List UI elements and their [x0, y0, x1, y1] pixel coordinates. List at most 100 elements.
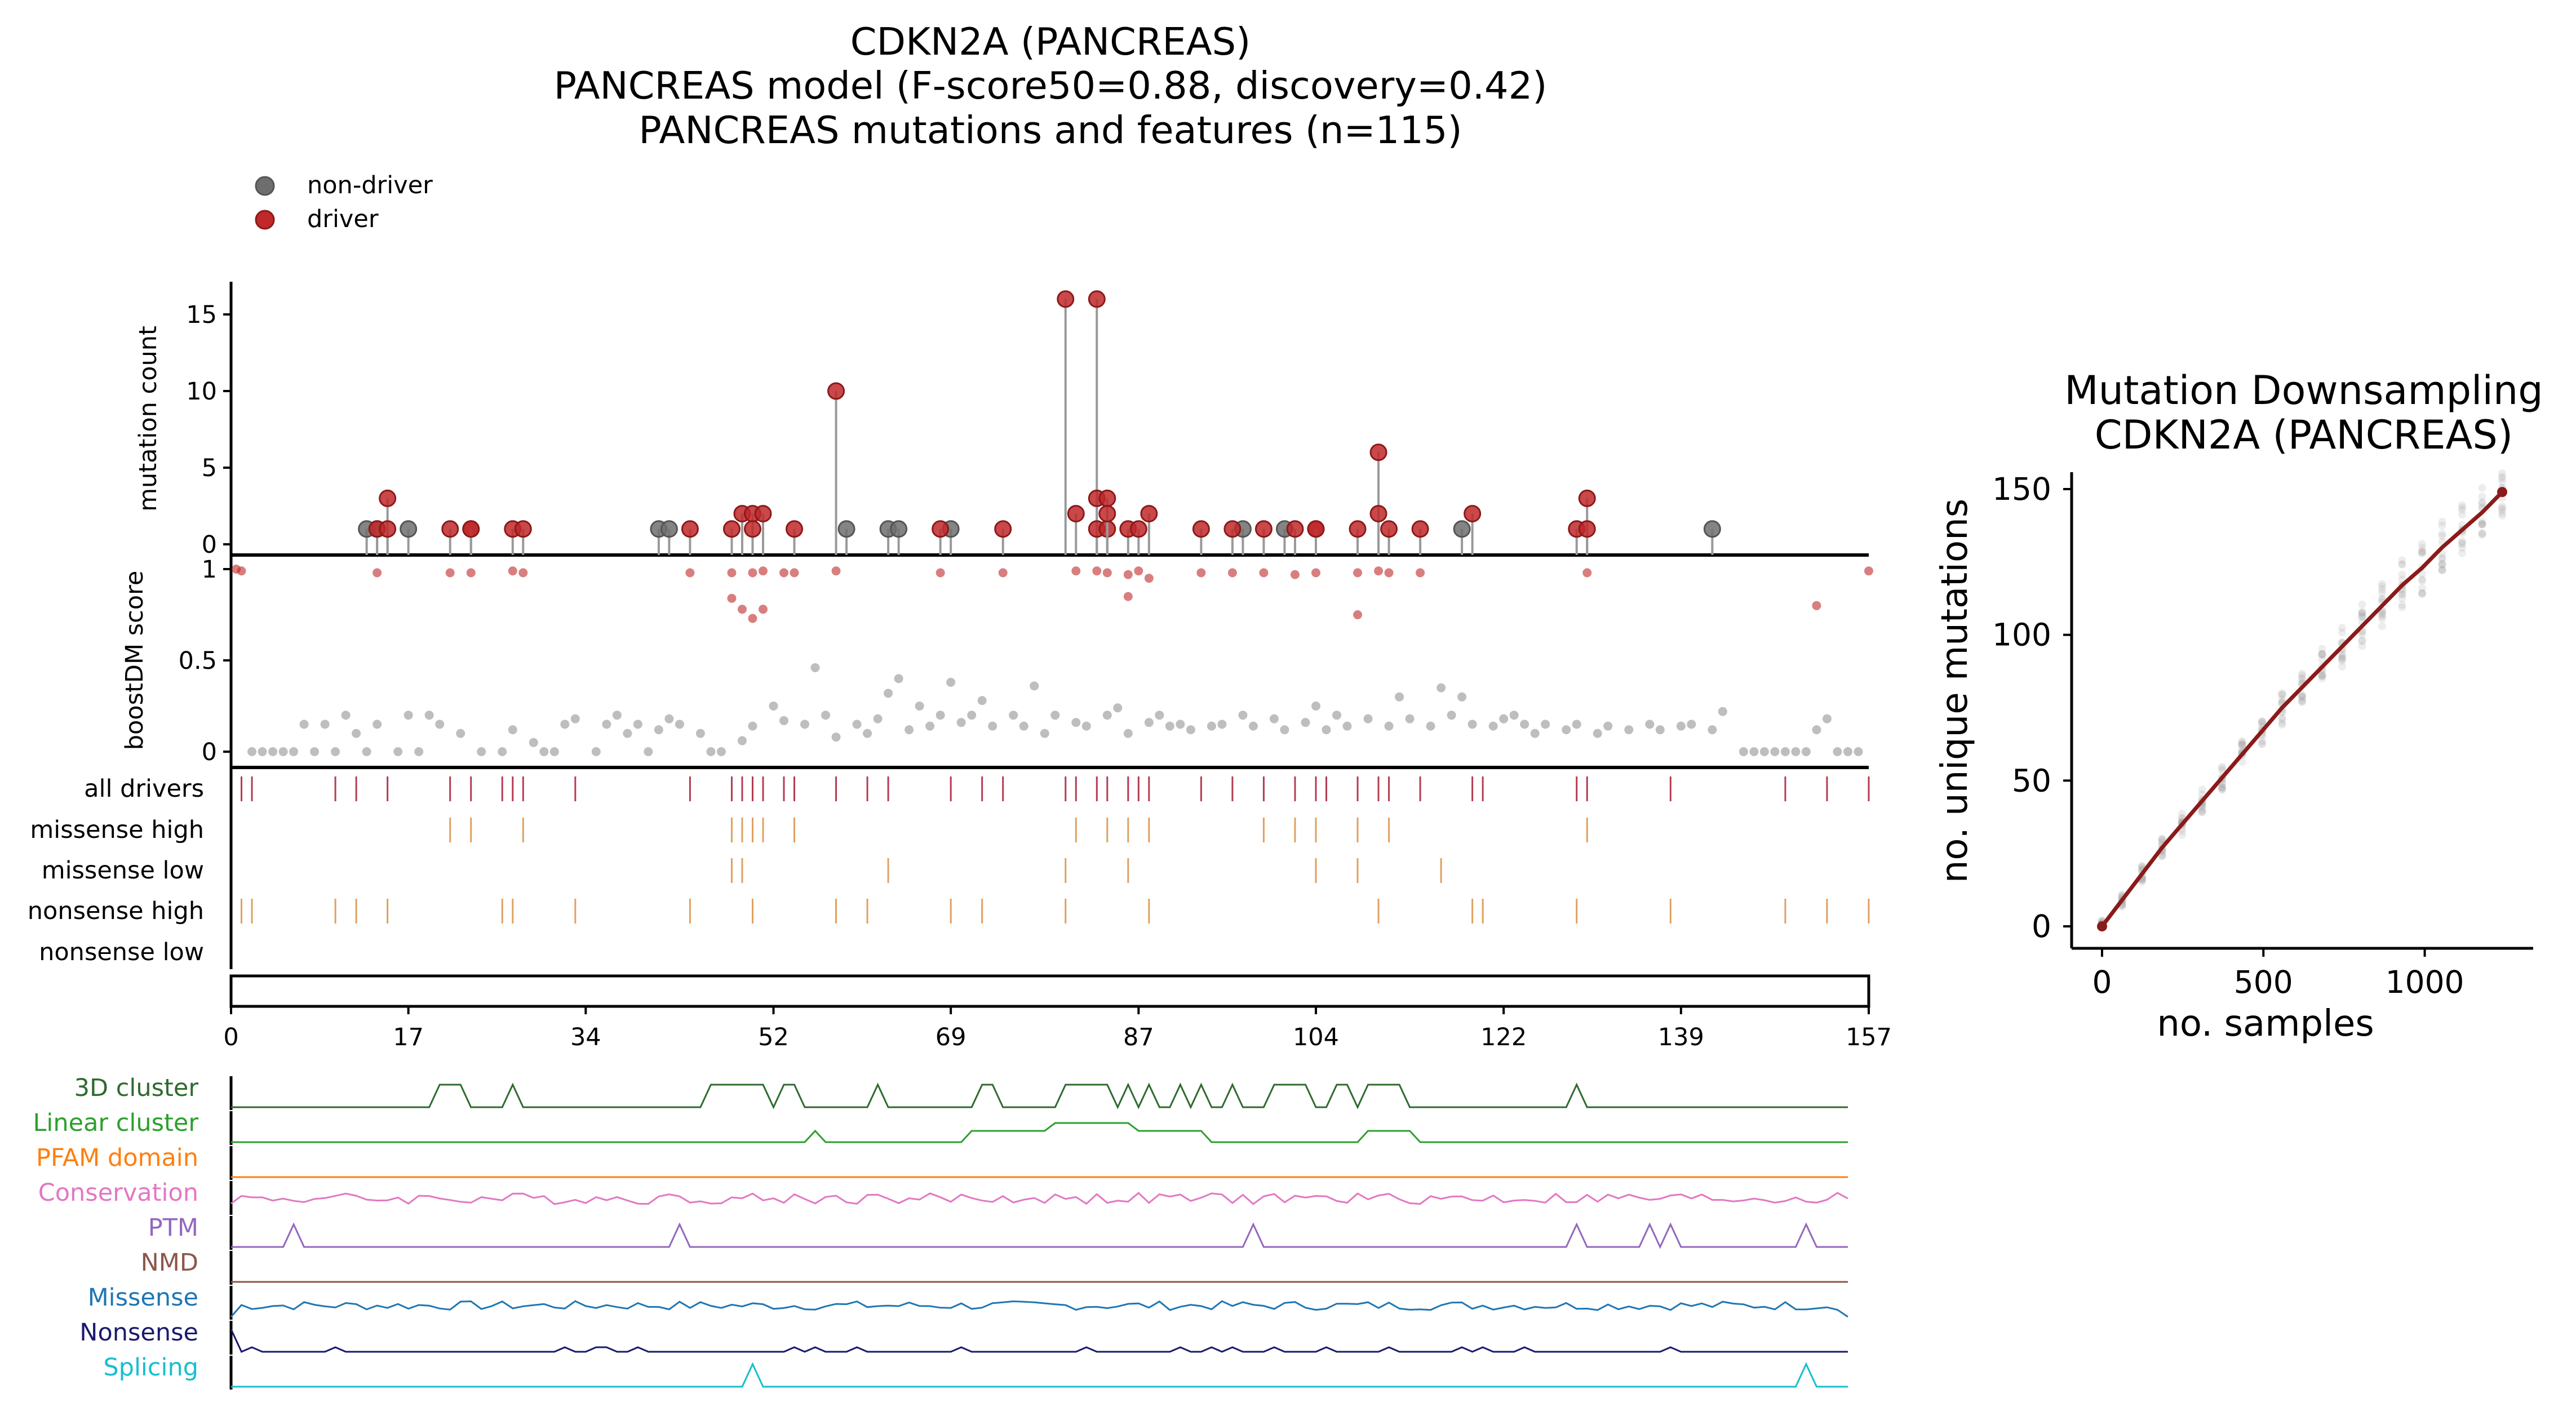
- driver-score-point: [1384, 568, 1394, 578]
- driver-score-point: [1311, 568, 1320, 578]
- non-driver-score-point: [1603, 721, 1613, 731]
- downsampling-xticks: 0 500 1000: [2092, 948, 2464, 1000]
- downsampling-replicate-point: [2418, 589, 2426, 598]
- non-driver-score-point: [591, 747, 601, 756]
- driver-count-point: [1254, 520, 1273, 538]
- position-xtick-label: 52: [758, 1023, 789, 1051]
- feature-label: Nonsense: [79, 1319, 198, 1347]
- downsampling-replicate-point: [2318, 650, 2326, 658]
- driver-count-point: [462, 520, 480, 538]
- non-driver-score-point: [737, 736, 747, 745]
- non-driver-score-point: [831, 733, 841, 742]
- non-driver-score-point: [779, 716, 789, 725]
- non-driver-score-point: [1113, 703, 1123, 713]
- downsampling-replicate-point: [2258, 718, 2266, 726]
- downsampling-replicate-point: [2318, 670, 2326, 678]
- downsampling-replicate-point: [2258, 740, 2266, 748]
- track-label: missense low: [42, 856, 204, 885]
- non-driver-score-point: [1269, 714, 1279, 723]
- driver-count-point: [1223, 520, 1242, 538]
- downsampling-replicate-point: [2218, 785, 2226, 793]
- non-driver-score-point: [1801, 747, 1811, 756]
- downsampling-replicate-point: [2238, 740, 2246, 748]
- downsampling-replicate-point: [2138, 877, 2146, 886]
- non-driver-score-point: [1541, 720, 1550, 729]
- downsampling-replicate-point: [2398, 601, 2406, 609]
- non-driver-score-point: [675, 720, 684, 729]
- non-driver-score-point: [435, 720, 445, 729]
- downsampling-replicate-point: [2358, 637, 2366, 645]
- downsampling-replicate-point: [2138, 862, 2146, 870]
- non-driver-count-point: [1453, 520, 1471, 538]
- legend-driver-label: driver: [307, 205, 379, 233]
- driver-score-point: [1134, 566, 1143, 576]
- downsampling-replicate-point: [2498, 512, 2506, 520]
- downsampling-replicate-point: [2378, 612, 2386, 621]
- downsampling-replicate-point: [2458, 540, 2466, 548]
- driver-tracks: all drivers missense high missense low nons…: [28, 775, 1870, 966]
- downsampling-replicate-point: [2378, 594, 2386, 603]
- downsampling-replicate-point: [2338, 657, 2346, 665]
- downsampling-replicate-point: [2298, 671, 2306, 680]
- downsampling-replicate-point: [2338, 655, 2346, 663]
- non-driver-score-point: [373, 720, 382, 729]
- downsampling-replicate-point: [2478, 531, 2486, 539]
- track-label: nonsense high: [28, 897, 204, 925]
- downsampling-ytick-label: 150: [1992, 471, 2051, 507]
- downsampling-replicate-point: [2478, 484, 2486, 492]
- driver-count-point: [1369, 505, 1387, 523]
- driver-score-point: [518, 568, 528, 578]
- driver-score-point: [1259, 568, 1269, 578]
- non-driver-score-point: [508, 725, 517, 735]
- non-driver-score-point: [1770, 747, 1780, 756]
- downsampling-replicate-point: [2358, 613, 2366, 622]
- count-lollipops: [358, 290, 1721, 555]
- non-driver-score-point: [424, 711, 434, 720]
- downsampling-replicate-point: [2398, 590, 2406, 598]
- non-driver-score-point: [247, 747, 257, 756]
- downsampling-replicate-point: [2418, 576, 2426, 585]
- driver-count-point: [1098, 505, 1116, 523]
- legend-non-driver-label: non-driver: [307, 171, 433, 199]
- non-driver-score-point: [1467, 720, 1477, 729]
- feature-label: PTM: [148, 1214, 198, 1242]
- downsampling-replicate-point: [2418, 547, 2426, 555]
- downsampling-replicate-point: [2358, 636, 2366, 645]
- score-points: [232, 565, 1873, 756]
- driver-count-point: [1307, 520, 1325, 538]
- feature-line: [230, 1192, 1848, 1205]
- downsampling-xlabel: no. samples: [2157, 1003, 2374, 1045]
- score-ytick-label: 0.5: [179, 647, 217, 675]
- non-driver-score-point: [404, 711, 413, 720]
- driver-count-point: [1464, 505, 1482, 523]
- non-driver-score-point: [1176, 720, 1185, 729]
- downsampling-replicate-point: [2418, 543, 2426, 552]
- downsampling-replicate-point: [2498, 478, 2506, 486]
- non-driver-score-point: [1624, 725, 1634, 735]
- legend-driver-marker: [255, 210, 275, 230]
- non-driver-score-point: [570, 714, 580, 723]
- non-driver-score-point: [706, 747, 716, 756]
- downsampling-replicate-point: [2498, 506, 2506, 514]
- driver-score-point: [232, 565, 241, 574]
- non-driver-score-point: [456, 729, 465, 738]
- downsampling-replicate-point: [2418, 589, 2426, 597]
- downsampling-replicate-point: [2178, 809, 2186, 818]
- driver-count-point: [722, 520, 741, 538]
- non-driver-score-point: [988, 721, 997, 731]
- feature-label: Missense: [88, 1284, 198, 1312]
- downsampling-xtick-label: 0: [2092, 964, 2112, 1000]
- non-driver-score-point: [1102, 711, 1112, 720]
- downsampling-replicate-point: [2198, 805, 2206, 813]
- non-driver-score-point: [1655, 725, 1665, 735]
- non-driver-score-point: [1530, 729, 1540, 738]
- downsampling-replicate-point: [2238, 741, 2246, 749]
- feature-label: NMD: [141, 1249, 198, 1277]
- downsampling-replicate-point: [2458, 549, 2466, 557]
- non-driver-score-point: [1186, 725, 1195, 735]
- downsampling-replicate-point: [2198, 808, 2206, 816]
- downsampling-replicate-point: [2158, 834, 2166, 843]
- non-driver-score-point: [1217, 720, 1227, 729]
- non-driver-score-point: [1071, 718, 1081, 727]
